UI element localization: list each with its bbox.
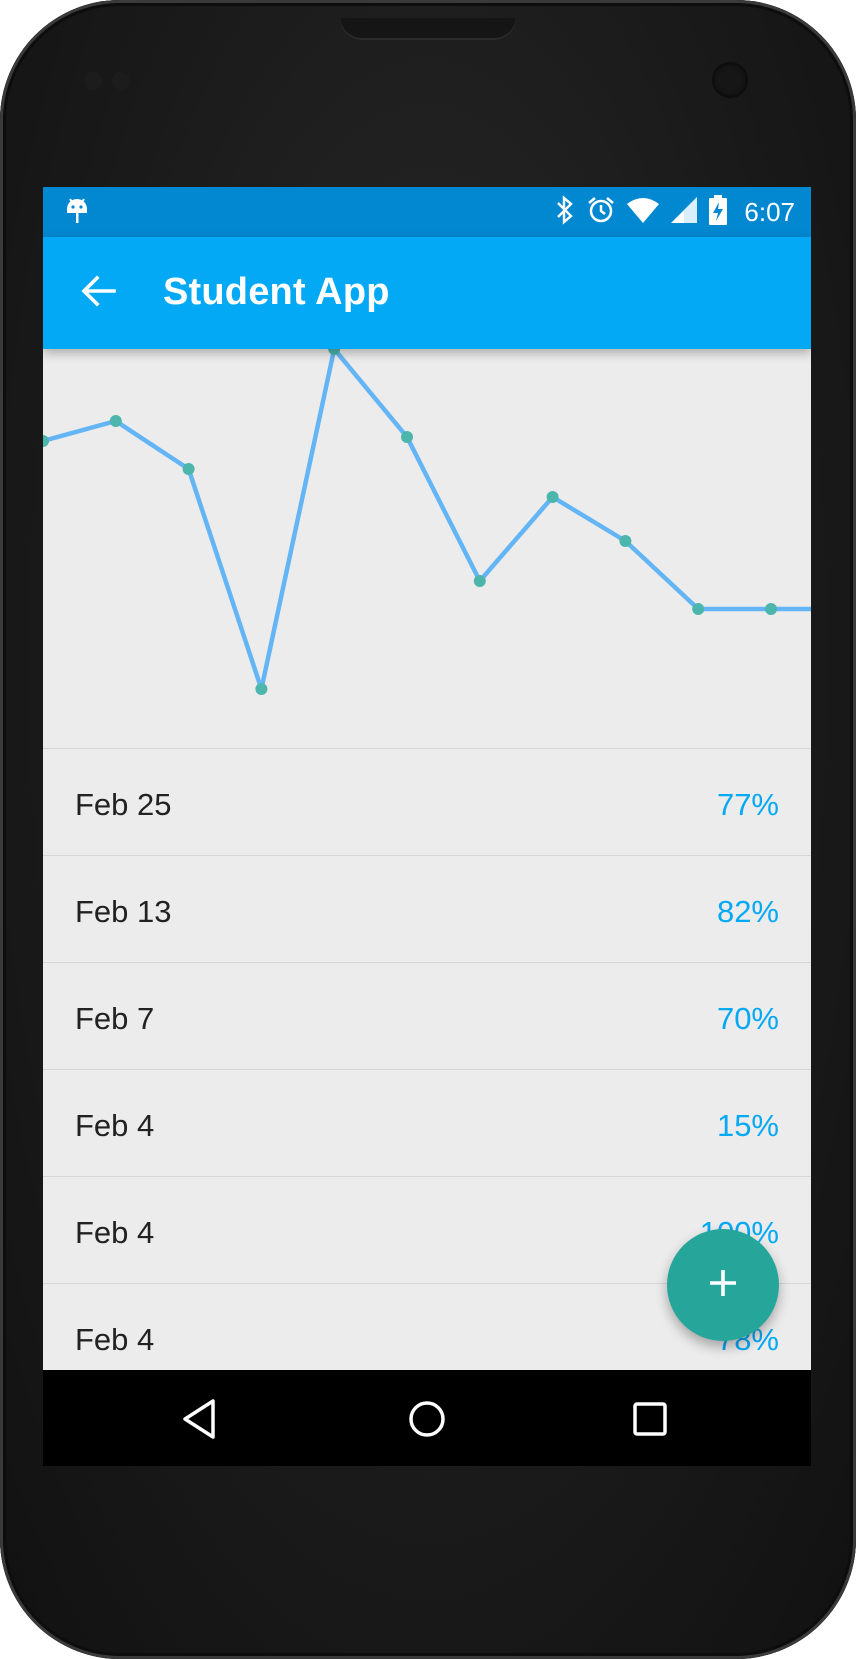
plus-icon — [707, 1267, 739, 1304]
arrow-back-icon[interactable] — [81, 273, 117, 314]
light-sensor — [112, 72, 130, 90]
data-point — [43, 435, 49, 447]
series-line — [43, 346, 811, 692]
grade-percent: 82% — [716, 894, 779, 929]
status-time: 6:07 — [744, 196, 795, 227]
data-point — [765, 603, 777, 615]
grade-date: Feb 25 — [75, 787, 172, 822]
grade-percent: 77% — [716, 787, 779, 822]
grade-percent: 70% — [716, 1001, 779, 1036]
data-point — [109, 415, 122, 427]
data-point — [692, 603, 705, 615]
back-triangle-icon[interactable] — [177, 1394, 227, 1444]
home-circle-icon[interactable] — [402, 1394, 452, 1444]
android-icon — [65, 197, 89, 232]
grade-percent: 15% — [716, 1108, 779, 1143]
earpiece-speaker — [340, 18, 516, 40]
front-camera — [712, 62, 748, 98]
recents-square-icon[interactable] — [625, 1394, 675, 1444]
list-item[interactable]: Feb 7 70% — [43, 962, 811, 1069]
data-point — [401, 431, 413, 443]
grade-date: Feb 4 — [75, 1108, 155, 1143]
screen: 6:07 Student App Feb 25 77% Feb 13 82% F… — [43, 187, 811, 1466]
list-item[interactable]: Feb 13 82% — [43, 855, 811, 962]
app-bar: Student App — [43, 237, 811, 349]
data-point — [473, 575, 486, 587]
grade-date: Feb 4 — [75, 1322, 155, 1357]
battery-charging-icon — [708, 194, 728, 230]
grade-date: Feb 7 — [75, 1001, 155, 1036]
chart-svg — [43, 343, 811, 695]
data-point — [546, 491, 559, 503]
list-item[interactable]: Feb 25 77% — [43, 748, 811, 855]
list-item[interactable]: Feb 4 15% — [43, 1069, 811, 1176]
add-grade-button[interactable] — [667, 1229, 779, 1341]
grade-date: Feb 4 — [75, 1215, 155, 1250]
app-title: Student App — [163, 271, 390, 313]
grade-date: Feb 13 — [75, 894, 172, 929]
status-bar: 6:07 — [43, 187, 811, 237]
bluetooth-icon — [554, 194, 576, 230]
data-point — [255, 683, 268, 695]
signal-icon — [670, 196, 698, 229]
data-point — [182, 463, 195, 475]
wifi-icon — [626, 196, 660, 229]
navigation-bar — [43, 1370, 811, 1466]
grades-line-chart — [43, 343, 811, 749]
alarm-icon — [586, 195, 616, 230]
proximity-sensor — [84, 72, 102, 90]
data-point — [619, 535, 632, 547]
